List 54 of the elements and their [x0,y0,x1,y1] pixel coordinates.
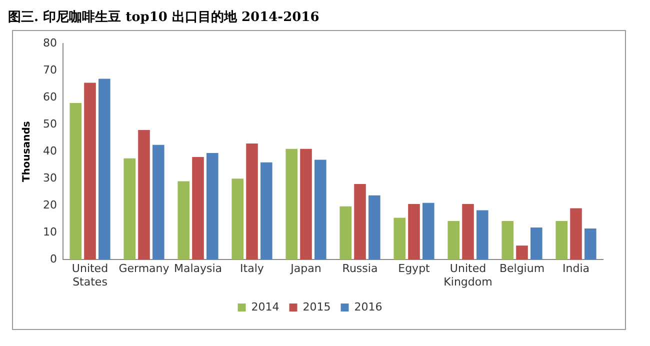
bar [98,78,110,260]
legend-label: 2016 [354,300,382,314]
bar [408,204,420,260]
bar [462,204,474,260]
chart-title: 图三. 印尼咖啡生豆 top10 出口目的地 2014-2016 [8,9,320,26]
y-tick-label: 20 [42,198,57,212]
x-tick-label: Malaysia [174,262,222,276]
bar [232,178,244,260]
bar [368,195,380,260]
y-tick-label: 50 [42,117,57,130]
bar [152,144,164,260]
x-tick-label: Italy [240,262,264,276]
bar [314,160,326,260]
bar [502,220,514,260]
legend-label: 2015 [302,300,331,314]
x-tick-label: Belgium [499,262,545,276]
y-tick-label: 70 [42,63,57,76]
bar [516,246,528,260]
y-tick-label: 40 [42,144,57,158]
legend-label: 2014 [251,300,280,314]
y-tick-label: 10 [42,225,57,238]
bar [124,158,136,260]
bar [584,228,596,260]
bar [340,206,352,260]
bar [192,157,204,260]
bar [476,210,488,260]
x-tick-label: Russia [342,262,378,276]
bar [206,152,218,260]
bar [70,103,82,260]
bar [246,144,258,260]
bar [178,181,190,260]
y-axis-title: Thousands [22,121,33,182]
bar [448,220,460,260]
bar [394,218,406,260]
bar [422,202,434,260]
y-tick-label: 0 [50,252,57,266]
y-tick-label: 30 [42,171,57,184]
bar [530,227,542,260]
bar [570,208,582,260]
x-tick-label: United States [72,262,108,288]
bar [300,148,312,260]
bar [556,220,568,260]
x-tick-label: Germany [118,262,170,276]
bar [286,148,298,260]
x-tick-label: India [562,262,590,276]
y-tick-label: 80 [42,36,57,50]
x-tick-label: United Kingdom [444,262,492,288]
bar [354,184,366,260]
y-tick-label: 60 [42,90,57,104]
bar [260,162,272,260]
x-tick-label: Egypt [398,262,431,276]
bar [84,82,96,260]
x-tick-label: Japan [290,262,322,276]
bar [138,130,150,260]
